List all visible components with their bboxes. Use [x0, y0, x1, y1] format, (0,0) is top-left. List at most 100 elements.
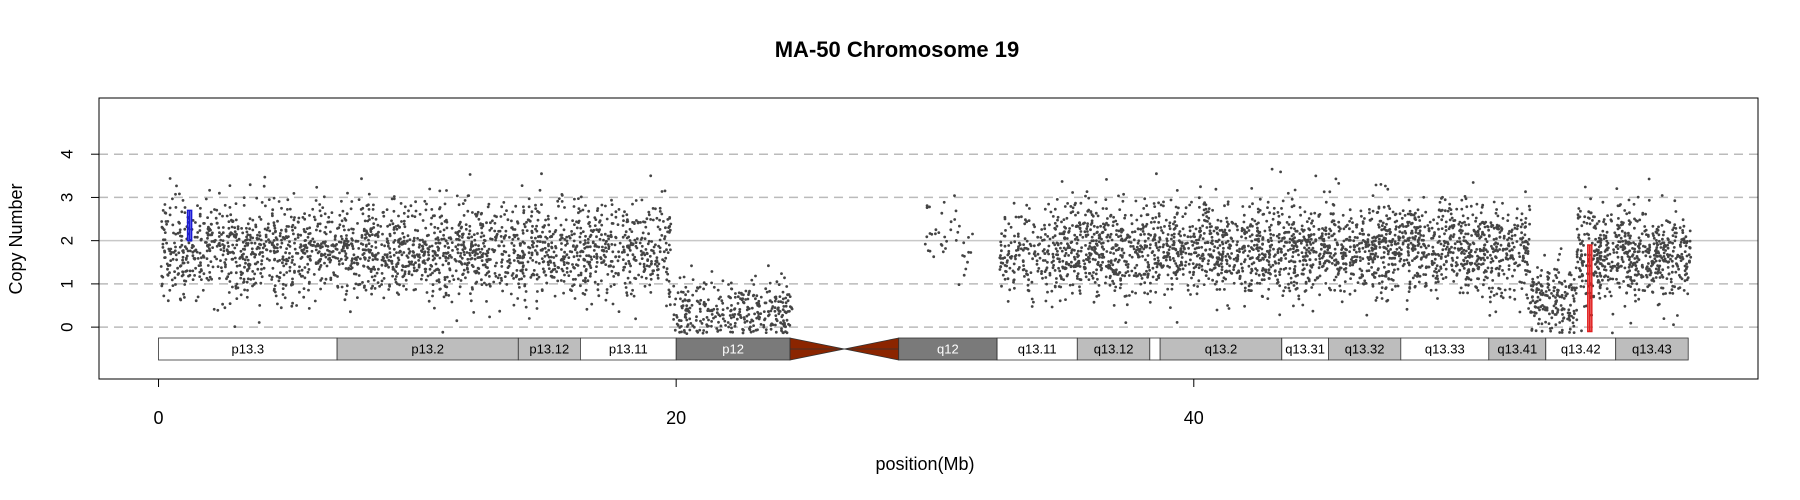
data-point	[531, 224, 534, 228]
data-point	[716, 330, 720, 333]
data-point	[1261, 295, 1264, 298]
data-point	[248, 238, 252, 242]
data-point	[1405, 307, 1409, 311]
data-point	[196, 231, 200, 234]
data-point	[285, 271, 289, 274]
data-point	[1087, 272, 1091, 275]
data-point	[215, 257, 219, 261]
data-point	[1256, 226, 1259, 230]
data-point	[1135, 248, 1138, 252]
data-point	[1106, 223, 1110, 227]
data-point	[1273, 269, 1277, 273]
data-point	[394, 275, 398, 278]
data-point	[395, 227, 399, 231]
data-point	[625, 291, 629, 295]
data-point	[178, 192, 181, 196]
data-point	[633, 276, 636, 280]
data-point	[540, 257, 544, 260]
data-point	[257, 321, 261, 324]
data-point	[1480, 249, 1484, 252]
data-point	[649, 174, 653, 178]
data-point	[494, 238, 497, 242]
data-point	[1131, 245, 1135, 248]
data-point	[1435, 222, 1439, 225]
data-point	[1287, 286, 1291, 290]
data-point	[1521, 259, 1525, 262]
data-point	[1180, 261, 1183, 265]
data-point	[451, 274, 454, 278]
data-point	[380, 243, 384, 247]
data-point	[418, 243, 421, 247]
data-point	[221, 226, 225, 229]
data-point	[561, 258, 564, 262]
data-point	[595, 265, 598, 268]
data-point	[757, 317, 761, 321]
data-point	[1081, 235, 1085, 239]
data-point	[1112, 282, 1116, 285]
data-point	[1095, 295, 1099, 298]
data-point	[1257, 249, 1260, 253]
data-point	[367, 242, 371, 246]
data-point	[1191, 225, 1194, 228]
data-point	[457, 203, 461, 207]
data-point	[198, 229, 202, 232]
data-point	[663, 237, 666, 241]
data-point	[350, 259, 354, 263]
data-point	[161, 246, 165, 249]
data-point	[450, 241, 454, 245]
data-point	[359, 242, 363, 246]
data-point	[484, 273, 488, 277]
data-point	[421, 219, 425, 222]
data-point	[281, 287, 285, 290]
data-point	[1151, 216, 1155, 220]
data-point	[400, 220, 403, 223]
data-point	[1052, 259, 1055, 263]
data-point	[695, 315, 698, 319]
data-point	[1179, 252, 1183, 256]
data-point	[374, 257, 377, 261]
data-point	[1108, 283, 1112, 287]
data-point	[363, 219, 367, 223]
data-point	[246, 233, 250, 237]
data-point	[788, 295, 792, 298]
data-point	[1470, 234, 1473, 237]
data-point	[1212, 229, 1216, 233]
data-point	[211, 246, 215, 250]
data-point	[535, 252, 539, 256]
data-point	[500, 265, 504, 268]
data-point	[1095, 268, 1098, 272]
data-point	[261, 246, 265, 250]
data-point	[1432, 234, 1436, 238]
data-point	[1181, 215, 1185, 219]
data-point	[224, 265, 227, 269]
data-point	[556, 279, 560, 283]
data-point	[1356, 236, 1359, 240]
data-point	[1526, 250, 1530, 253]
data-point	[1508, 249, 1512, 253]
data-point	[1160, 266, 1164, 269]
data-point	[481, 263, 485, 267]
data-point	[1017, 267, 1020, 271]
data-point	[1513, 262, 1516, 265]
data-point	[1030, 297, 1034, 301]
data-point	[666, 251, 670, 255]
data-point	[1222, 276, 1226, 280]
data-point	[1168, 224, 1171, 228]
data-point	[262, 184, 266, 188]
data-point	[1360, 269, 1364, 273]
data-point	[296, 236, 300, 239]
data-point	[614, 255, 618, 258]
data-point	[1474, 232, 1478, 236]
data-point	[737, 312, 740, 316]
data-point	[1373, 275, 1376, 279]
data-point	[1407, 198, 1411, 202]
data-point	[410, 273, 414, 277]
data-point	[1172, 232, 1176, 236]
data-point	[311, 244, 314, 247]
data-point	[434, 262, 438, 266]
data-point	[1268, 277, 1271, 280]
data-point	[467, 261, 471, 265]
data-point	[180, 239, 183, 242]
data-point	[579, 226, 583, 230]
data-point	[1151, 275, 1155, 279]
